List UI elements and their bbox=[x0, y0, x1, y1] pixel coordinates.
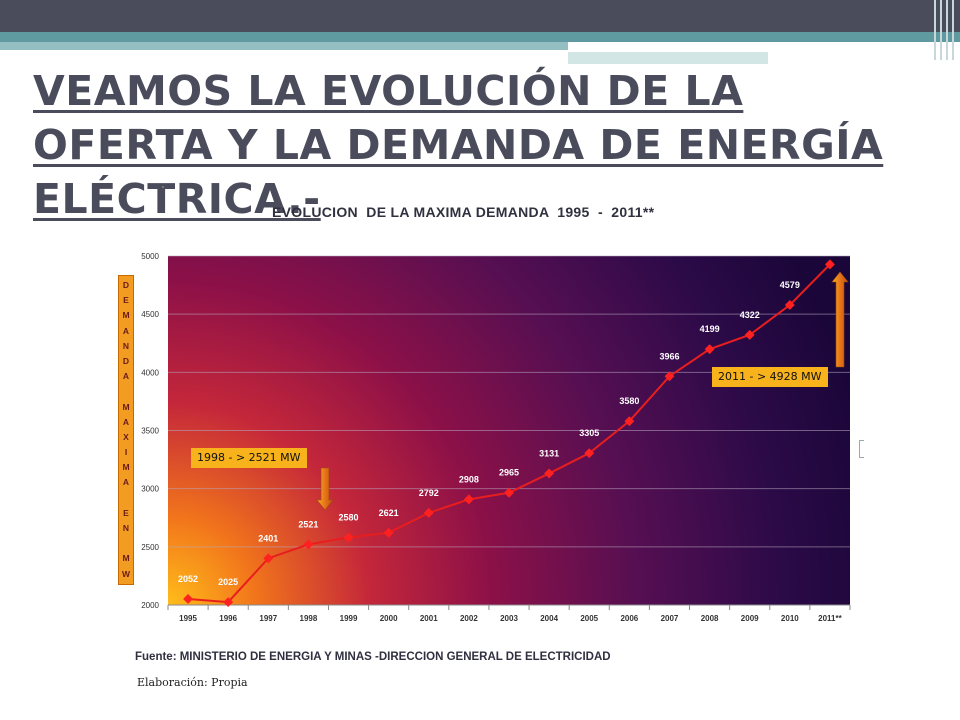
x-tick-label: 2005 bbox=[580, 614, 598, 623]
divider-line bbox=[568, 50, 890, 52]
y-axis-label-letter: X bbox=[123, 431, 129, 442]
data-point bbox=[263, 553, 274, 564]
y-axis-label-letter: N bbox=[122, 523, 130, 533]
teal-band-pale bbox=[568, 50, 768, 64]
y-axis-label-letter: N bbox=[122, 340, 130, 351]
y-axis-label-letter: M bbox=[122, 310, 130, 321]
decor-dot bbox=[162, 186, 164, 188]
y-tick-label: 5000 bbox=[141, 252, 159, 261]
arrow-down-icon bbox=[316, 467, 334, 511]
y-axis-label-letter: W bbox=[121, 568, 131, 579]
data-label: 4322 bbox=[740, 310, 760, 320]
data-label: 3966 bbox=[659, 351, 679, 361]
y-axis-label-letter: A bbox=[122, 416, 130, 427]
x-tick-label: 2009 bbox=[741, 614, 759, 623]
top-bar bbox=[0, 0, 960, 32]
data-label: 2792 bbox=[419, 488, 439, 498]
y-tick-label: 3500 bbox=[141, 427, 159, 436]
data-label: 2621 bbox=[379, 508, 399, 518]
x-tick-label: 2006 bbox=[620, 614, 638, 623]
plot-area bbox=[168, 256, 850, 605]
data-label: 2580 bbox=[339, 513, 359, 523]
y-tick-label: 4500 bbox=[141, 310, 159, 319]
x-tick-label: 2002 bbox=[460, 614, 478, 623]
data-label: 2052 bbox=[178, 574, 198, 584]
data-point bbox=[463, 494, 474, 505]
series-line bbox=[187, 263, 831, 604]
data-point bbox=[824, 259, 835, 270]
data-point bbox=[704, 344, 715, 355]
x-tick-label: 2003 bbox=[500, 614, 518, 623]
data-point bbox=[624, 416, 635, 427]
decor-stripe bbox=[946, 0, 948, 60]
x-tick-label: 2008 bbox=[701, 614, 719, 623]
y-axis-label-letter: D bbox=[122, 280, 130, 290]
y-axis-label-letter: M bbox=[122, 462, 130, 473]
data-label: 3580 bbox=[619, 396, 639, 406]
data-point bbox=[784, 300, 795, 310]
chart-title: EVOLUCION DE LA MAXIMA DEMANDA 1995 - 20… bbox=[272, 204, 655, 220]
chart-source: Fuente: MINISTERIO DE ENERGIA Y MINAS -D… bbox=[135, 651, 611, 663]
decor-stripe bbox=[952, 0, 954, 60]
data-point bbox=[544, 468, 555, 479]
data-point bbox=[423, 507, 434, 518]
x-tick-label: 2000 bbox=[380, 614, 398, 623]
data-label: 4928 bbox=[820, 239, 840, 249]
data-point bbox=[664, 371, 675, 382]
x-tick-label: 2011** bbox=[818, 614, 842, 623]
data-point bbox=[383, 527, 394, 538]
x-tick-label: 1995 bbox=[179, 614, 197, 623]
y-tick-label: 3000 bbox=[141, 485, 159, 494]
data-label: 2401 bbox=[258, 533, 278, 543]
x-tick-label: 1997 bbox=[259, 614, 277, 623]
y-axis-label-letter: M bbox=[122, 401, 130, 412]
arrow-up-icon bbox=[831, 271, 849, 368]
y-axis-label-letter: A bbox=[122, 325, 130, 336]
y-tick-label: 2500 bbox=[141, 543, 159, 552]
data-label: 3305 bbox=[579, 428, 599, 438]
decor-bracket bbox=[859, 440, 864, 458]
data-label: 2025 bbox=[218, 577, 238, 587]
elaboration-note: Elaboración: Propia bbox=[137, 676, 248, 689]
slide-title: VEAMOS LA EVOLUCIÓN DE LA OFERTA Y LA DE… bbox=[33, 67, 884, 223]
decor-stripe bbox=[934, 0, 936, 60]
y-axis-label-letter: D bbox=[122, 355, 130, 366]
data-point bbox=[303, 539, 314, 550]
y-axis-label-letter: A bbox=[122, 371, 130, 382]
callout-2011: 2011 - > 4928 MW bbox=[712, 367, 828, 387]
y-axis-label-letter: E bbox=[123, 295, 129, 306]
teal-band-light bbox=[0, 42, 568, 50]
data-label: 3131 bbox=[539, 448, 559, 458]
data-point bbox=[183, 594, 194, 604]
data-label: 4199 bbox=[700, 324, 720, 334]
data-label: 2908 bbox=[459, 474, 479, 484]
x-tick-label: 2010 bbox=[781, 614, 799, 623]
y-tick-label: 4000 bbox=[141, 368, 159, 377]
y-axis-label-letter: I bbox=[124, 447, 128, 458]
teal-band bbox=[0, 32, 960, 42]
data-label: 4579 bbox=[780, 280, 800, 290]
data-point bbox=[343, 532, 354, 543]
decor-stripe bbox=[940, 0, 942, 60]
x-tick-label: 2001 bbox=[420, 614, 438, 623]
data-point bbox=[584, 448, 595, 459]
x-tick-label: 1998 bbox=[300, 614, 318, 623]
y-axis-label-letter: M bbox=[122, 553, 130, 564]
data-point bbox=[744, 329, 755, 340]
x-tick-label: 1999 bbox=[340, 614, 358, 623]
x-tick-label: 2007 bbox=[661, 614, 679, 623]
x-tick-label: 1996 bbox=[219, 614, 237, 623]
y-axis-label-letter: E bbox=[123, 507, 129, 518]
data-label: 2521 bbox=[298, 519, 318, 529]
x-tick-label: 2004 bbox=[540, 614, 558, 623]
data-point bbox=[504, 487, 514, 498]
data-label: 2965 bbox=[499, 468, 519, 478]
callout-1998: 1998 - > 2521 MW bbox=[191, 448, 307, 468]
y-axis-label-letter: A bbox=[122, 477, 130, 488]
data-point bbox=[223, 597, 234, 608]
y-tick-label: 2000 bbox=[141, 601, 159, 610]
